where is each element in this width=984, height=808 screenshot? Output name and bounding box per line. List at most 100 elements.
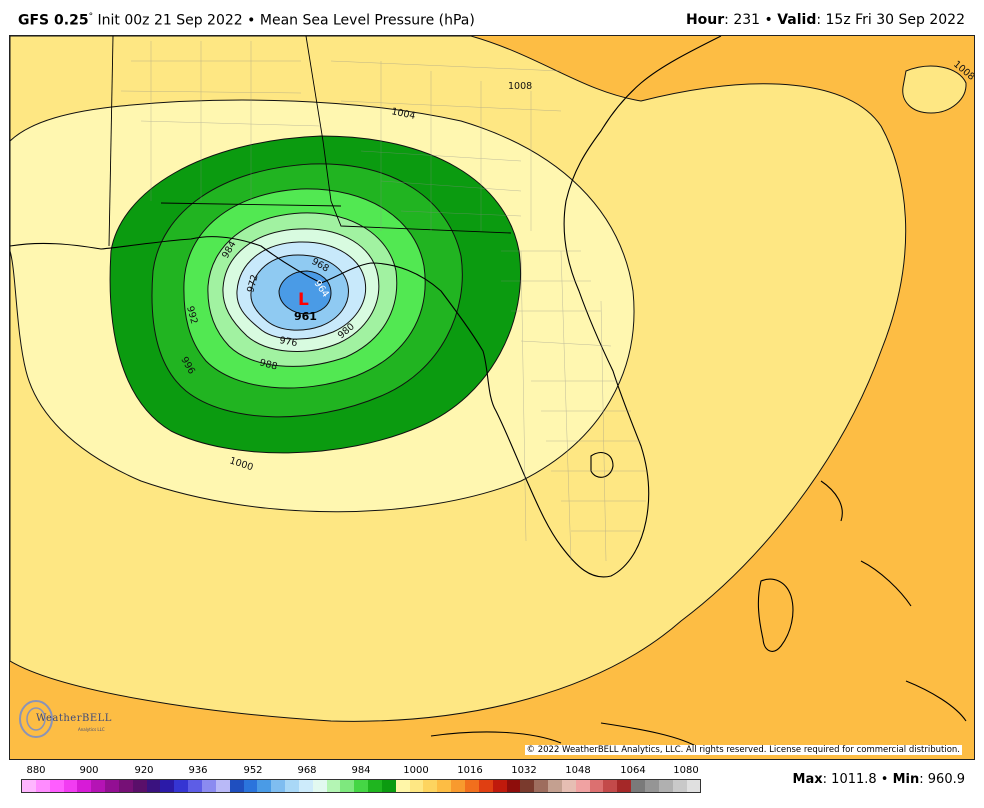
scale-swatch [77,780,92,792]
valid-value: : 15z Fri 30 Sep 2022 [816,12,965,28]
contour-label-1008: 1008 [508,81,532,92]
scale-swatch [589,780,604,792]
scale-swatch [395,780,410,792]
field-name: Mean Sea Level Pressure (hPa) [259,12,475,29]
scale-swatch [561,780,576,792]
scale-tick: 984 [351,765,371,776]
max-value: : 1011.8 [822,772,877,787]
scale-swatch [188,780,202,792]
scale-swatch [465,780,479,792]
scale-swatch [201,780,216,792]
scale-swatch [312,780,327,792]
map-canvas: 1008 1008 1004 1000 996 992 988 984 980 … [10,36,974,759]
color-scale: 880 900 920 936 952 968 984 1000 1016 10… [21,765,701,795]
scale-swatch [271,780,286,792]
scale-swatch [285,780,299,792]
scale-swatch [478,780,493,792]
scale-swatch [298,780,313,792]
scale-swatch [354,780,369,792]
contour-label-976: 976 [278,335,298,349]
header-bullet-2: • [764,12,773,28]
scale-swatch [118,780,133,792]
logo-subtext: Analytics LLC [78,727,105,732]
hour-value: : 231 [724,12,761,28]
scale-tick: 952 [243,765,263,776]
scale-swatch [534,780,549,792]
scale-swatch [326,780,341,792]
logo-text: WeatherBELL [36,713,112,724]
scale-swatch [340,780,355,792]
scale-tick: 1080 [673,765,699,776]
scale-swatch [520,780,535,792]
scale-swatch [229,780,244,792]
scale-swatch [215,780,230,792]
scale-swatch [49,780,64,792]
scale-tick: 880 [26,765,46,776]
scale-swatch [686,780,701,792]
title-right: Hour: 231 • Valid: 15z Fri 30 Sep 2022 [686,12,965,28]
scale-swatch [617,780,632,792]
hour-label: Hour [685,12,725,28]
scale-tick: 920 [134,765,154,776]
stats-bullet: • [880,772,889,787]
scale-swatch [22,780,36,792]
scale-tick-labels: 880 900 920 936 952 968 984 1000 1016 10… [21,765,701,778]
isobar-1008-island [902,65,967,114]
scale-swatch [257,780,272,792]
scale-swatch [174,780,189,792]
scale-tick: 1032 [511,765,537,776]
scale-swatch [603,780,618,792]
scale-swatch [672,780,687,792]
max-min-stats: Max: 1011.8 • Min: 960.9 [793,772,965,787]
model-name: GFS 0.25 [18,12,89,29]
copyright-notice: © 2022 WeatherBELL Analytics, LLC. All r… [524,745,962,755]
scale-swatch [91,780,106,792]
low-pressure-marker: L [298,290,309,310]
scale-swatch [548,780,562,792]
scale-tick: 900 [79,765,99,776]
scale-swatch [451,780,465,792]
max-label: Max [792,772,823,787]
degree-symbol: ° [88,12,94,22]
scale-swatch [146,780,161,792]
scale-tick: 968 [297,765,317,776]
scale-swatch [658,780,673,792]
scale-tick: 936 [188,765,208,776]
contour-label-992: 992 [184,305,199,325]
min-value: : 960.9 [919,772,965,787]
weatherbell-logo: WeatherBELL Analytics LLC [16,697,112,741]
header-bullet: • [247,12,256,29]
title-left: GFS 0.25° Init 00z 21 Sep 2022 • Mean Se… [18,12,475,29]
scale-tick: 1016 [457,765,483,776]
header-bar: GFS 0.25° Init 00z 21 Sep 2022 • Mean Se… [0,0,984,36]
init-time: Init 00z 21 Sep 2022 [97,12,243,29]
scale-tick: 1000 [403,765,429,776]
contour-label-972: 972 [245,273,260,293]
scale-swatch [492,780,507,792]
valid-label: Valid [777,12,817,28]
state-borders [108,36,512,247]
scale-swatch [437,780,452,792]
scale-tick: 1048 [565,765,591,776]
scale-swatch [132,780,147,792]
scale-swatch [506,780,521,792]
contour-label-1004: 1004 [390,106,416,122]
scale-swatch [63,780,78,792]
pressure-map: 1008 1008 1004 1000 996 992 988 984 980 … [9,35,975,760]
scale-swatch [381,780,396,792]
scale-swatch [575,780,590,792]
low-pressure-value: 961 [294,310,317,323]
scale-swatch [243,780,258,792]
contour-label-988: 988 [258,357,278,372]
scale-swatch [423,780,438,792]
scale-swatch [368,780,382,792]
min-label: Min [892,772,920,787]
scale-swatch [644,780,659,792]
county-lines [120,41,646,562]
scale-swatch [35,780,50,792]
scale-swatch [631,780,645,792]
scale-swatch [160,780,175,792]
logo-swirl-icon [19,700,53,738]
scale-color-bar [21,779,701,793]
scale-swatch [105,780,119,792]
